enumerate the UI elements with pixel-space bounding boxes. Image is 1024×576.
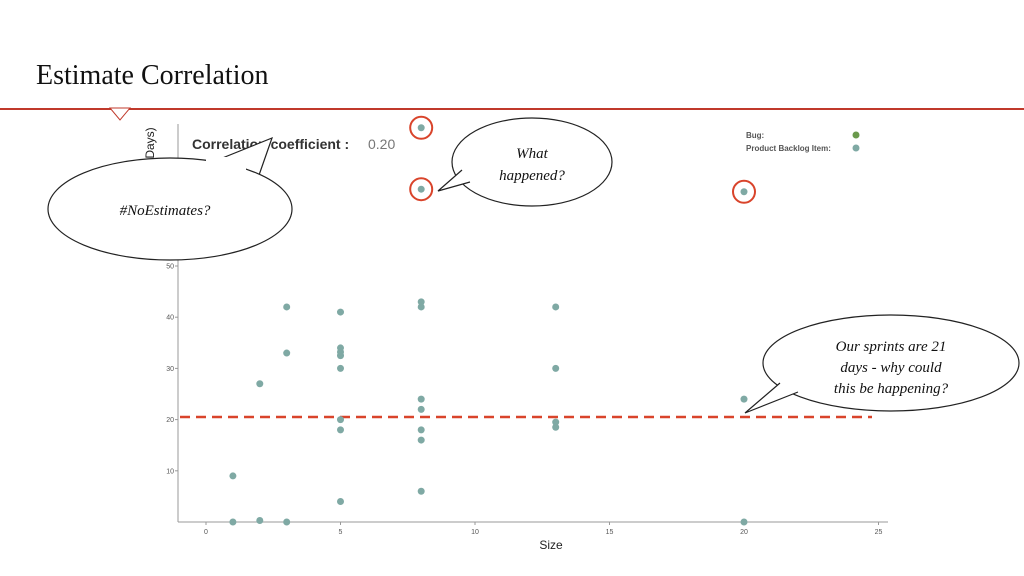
outlier-highlight-ring bbox=[732, 179, 756, 204]
data-point bbox=[229, 472, 237, 480]
x-axis-label: Size bbox=[539, 538, 563, 552]
outlier-highlight-ring bbox=[409, 115, 434, 140]
data-point bbox=[283, 349, 291, 357]
x-tick-label: 5 bbox=[339, 529, 343, 536]
callout-sprint-length-line-1: Our sprints are 21 bbox=[836, 339, 947, 355]
data-point bbox=[417, 405, 425, 413]
y-axis-ticks: 10 20 30 40 50 bbox=[166, 264, 178, 475]
x-axis-ticks: 0 5 10 15 20 25 bbox=[204, 522, 882, 536]
data-point bbox=[740, 518, 748, 526]
callout-what-happened-line-1: What bbox=[516, 146, 548, 162]
callout-noestimates: #NoEstimates? bbox=[47, 136, 293, 261]
data-point bbox=[417, 185, 425, 193]
callout-what-happened-tail bbox=[437, 169, 471, 192]
data-point bbox=[740, 188, 748, 196]
legend-bug-marker bbox=[852, 131, 860, 139]
callout-noestimates-text: #NoEstimates? bbox=[120, 203, 211, 219]
callout-sprint-length-line-2: days - why could bbox=[840, 360, 942, 376]
y-tick-label: 10 bbox=[166, 468, 174, 475]
callout-sprint-length-line-3: this be happening? bbox=[834, 381, 949, 397]
outlier-highlights bbox=[409, 115, 756, 204]
data-point bbox=[740, 395, 748, 403]
data-point bbox=[256, 516, 264, 524]
callout-what-happened-bubble bbox=[451, 117, 613, 207]
data-point bbox=[417, 436, 425, 444]
callout-what-happened: What happened? bbox=[437, 117, 613, 207]
data-point bbox=[337, 426, 344, 434]
title-divider bbox=[0, 108, 1024, 110]
data-point bbox=[337, 364, 344, 372]
callout-sprint-length-tail bbox=[744, 382, 799, 414]
data-point bbox=[417, 487, 425, 495]
data-point bbox=[552, 303, 560, 311]
callout-noestimates-bubble bbox=[47, 157, 293, 261]
data-point bbox=[337, 308, 344, 316]
callout-sprint-length-bubble bbox=[762, 314, 1020, 412]
data-point bbox=[229, 518, 237, 526]
y-tick-label: 30 bbox=[166, 366, 174, 373]
outlier-highlight-ring bbox=[409, 177, 434, 202]
x-tick-label: 0 bbox=[204, 529, 208, 536]
data-point bbox=[417, 395, 425, 403]
data-point bbox=[552, 418, 560, 426]
y-tick-label: 20 bbox=[166, 417, 174, 424]
data-point bbox=[552, 364, 560, 372]
x-tick-label: 20 bbox=[740, 529, 748, 536]
correlation-value: 0.20 bbox=[368, 136, 395, 152]
y-tick-label: 50 bbox=[166, 264, 174, 271]
data-point bbox=[417, 298, 425, 306]
data-point bbox=[417, 124, 425, 132]
data-point bbox=[417, 426, 425, 434]
callout-what-happened-line-2: happened? bbox=[499, 168, 565, 184]
data-point bbox=[337, 498, 344, 506]
y-tick-label: 40 bbox=[166, 315, 174, 322]
data-point bbox=[417, 303, 425, 311]
data-point bbox=[283, 303, 291, 311]
x-tick-label: 25 bbox=[875, 529, 883, 536]
data-point bbox=[552, 423, 560, 431]
legend-bug-label: Bug: bbox=[746, 131, 764, 140]
slide-title: Estimate Correlation bbox=[36, 60, 269, 91]
correlation-label: Correlation coefficient : bbox=[192, 136, 349, 152]
title-divider-notch bbox=[108, 107, 132, 121]
data-points bbox=[229, 124, 748, 526]
data-point bbox=[256, 380, 264, 388]
y-axis-label: (Days) bbox=[143, 127, 157, 162]
data-point bbox=[337, 416, 344, 424]
callout-sprint-length: Our sprints are 21 days - why could this… bbox=[744, 314, 1020, 414]
legend-pbi-marker bbox=[852, 144, 860, 152]
x-tick-label: 15 bbox=[606, 529, 614, 536]
x-tick-label: 10 bbox=[471, 529, 479, 536]
legend-pbi-label: Product Backlog Item: bbox=[746, 144, 831, 153]
data-point bbox=[283, 518, 291, 526]
data-point bbox=[337, 344, 344, 352]
